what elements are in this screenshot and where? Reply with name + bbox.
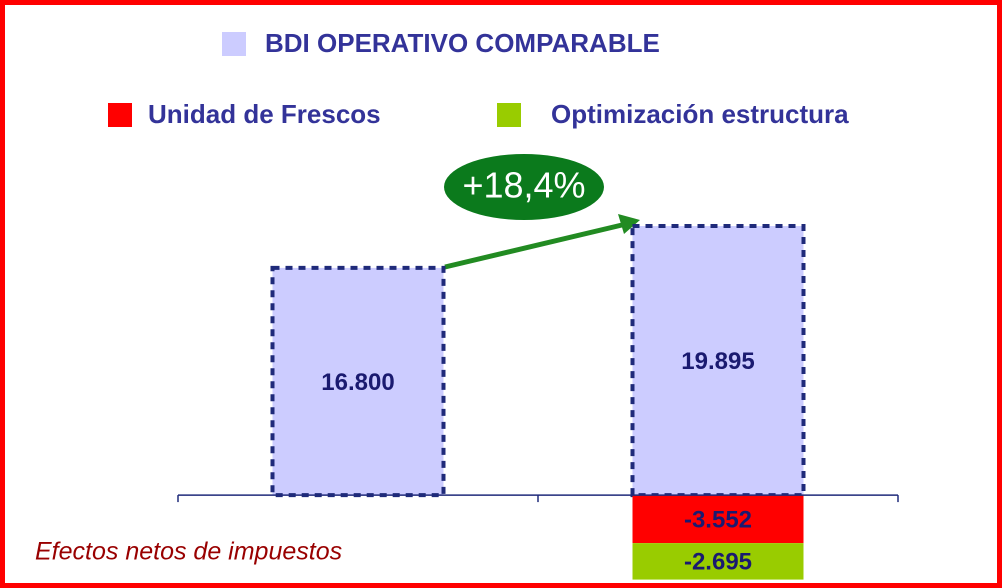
value-label: -3.552 [684, 506, 752, 533]
legend-label: Optimización estructura [551, 99, 849, 129]
growth-badge [444, 154, 604, 220]
legend-swatch [108, 103, 132, 127]
legend: BDI OPERATIVO COMPARABLE Unidad de Fresco… [108, 28, 849, 129]
legend-label: Unidad de Frescos [148, 99, 381, 129]
legend-swatch [222, 32, 246, 56]
value-label: -2.695 [684, 549, 752, 576]
growth-label: +18,4% [462, 165, 585, 206]
note: Efectos netos de impuestos [35, 538, 342, 566]
bar [630, 224, 806, 498]
legend-label: BDI OPERATIVO COMPARABLE [265, 28, 660, 58]
bar [632, 495, 804, 544]
value-label: 19.895 [681, 348, 754, 375]
value-label: 16.800 [321, 369, 394, 396]
legend-swatch [497, 103, 521, 127]
bar [632, 543, 804, 580]
arrow-head [618, 214, 640, 234]
bar [270, 265, 446, 498]
growth-arrow [444, 222, 623, 270]
